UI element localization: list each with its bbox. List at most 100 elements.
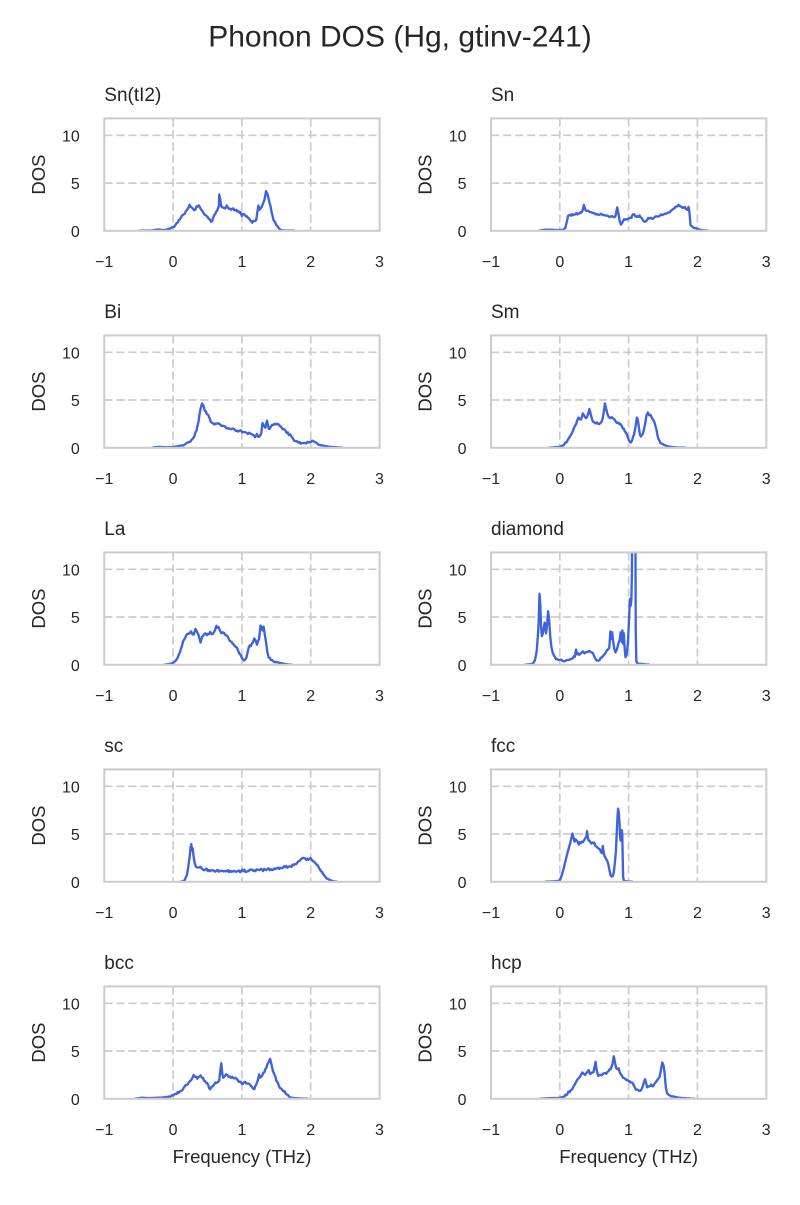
svg-text:DOS: DOS: [415, 589, 436, 629]
svg-text:DOS: DOS: [28, 1023, 49, 1063]
svg-text:0: 0: [458, 875, 467, 892]
svg-text:10: 10: [449, 779, 467, 796]
svg-text:10: 10: [449, 562, 467, 579]
svg-text:0: 0: [555, 1122, 564, 1139]
svg-text:2: 2: [693, 471, 702, 488]
svg-text:3: 3: [762, 254, 771, 271]
svg-text:5: 5: [458, 827, 467, 844]
svg-text:3: 3: [375, 254, 384, 271]
svg-text:2: 2: [693, 254, 702, 271]
svg-text:2: 2: [693, 1122, 702, 1139]
svg-text:−1: −1: [482, 905, 500, 922]
svg-text:3: 3: [762, 471, 771, 488]
svg-text:0: 0: [169, 905, 178, 922]
svg-text:5: 5: [71, 393, 80, 410]
svg-text:10: 10: [62, 562, 80, 579]
svg-text:0: 0: [169, 254, 178, 271]
svg-text:1: 1: [237, 471, 246, 488]
svg-text:3: 3: [762, 688, 771, 705]
svg-text:0: 0: [458, 658, 467, 675]
svg-text:3: 3: [375, 905, 384, 922]
svg-text:5: 5: [458, 610, 467, 627]
svg-text:0: 0: [555, 905, 564, 922]
svg-text:0: 0: [458, 1092, 467, 1109]
svg-text:1: 1: [237, 688, 246, 705]
svg-text:fcc: fcc: [491, 736, 515, 757]
svg-text:DOS: DOS: [415, 1023, 436, 1063]
svg-text:Frequency (THz): Frequency (THz): [559, 1146, 698, 1167]
svg-text:bcc: bcc: [104, 953, 134, 974]
svg-text:DOS: DOS: [415, 372, 436, 412]
svg-text:5: 5: [71, 610, 80, 627]
svg-text:10: 10: [449, 996, 467, 1013]
svg-text:−1: −1: [95, 471, 113, 488]
svg-text:10: 10: [449, 345, 467, 362]
svg-text:2: 2: [693, 688, 702, 705]
svg-text:0: 0: [555, 254, 564, 271]
svg-text:3: 3: [375, 688, 384, 705]
svg-text:5: 5: [71, 1044, 80, 1061]
svg-text:1: 1: [624, 471, 633, 488]
svg-text:1: 1: [624, 254, 633, 271]
svg-text:0: 0: [555, 688, 564, 705]
svg-text:5: 5: [71, 827, 80, 844]
svg-text:0: 0: [71, 224, 80, 241]
svg-text:0: 0: [71, 658, 80, 675]
svg-text:3: 3: [762, 1122, 771, 1139]
svg-text:DOS: DOS: [28, 155, 49, 195]
svg-text:Phonon DOS (Hg, gtinv-241): Phonon DOS (Hg, gtinv-241): [208, 20, 592, 53]
svg-text:0: 0: [458, 441, 467, 458]
svg-text:La: La: [104, 519, 126, 540]
svg-text:1: 1: [237, 254, 246, 271]
svg-text:Frequency (THz): Frequency (THz): [173, 1146, 312, 1167]
svg-text:5: 5: [458, 393, 467, 410]
svg-text:−1: −1: [482, 254, 500, 271]
svg-text:hcp: hcp: [491, 953, 522, 974]
svg-text:10: 10: [62, 779, 80, 796]
svg-text:5: 5: [458, 176, 467, 193]
svg-text:2: 2: [306, 471, 315, 488]
svg-text:−1: −1: [482, 1122, 500, 1139]
svg-text:5: 5: [71, 176, 80, 193]
svg-text:2: 2: [306, 254, 315, 271]
svg-text:0: 0: [169, 471, 178, 488]
svg-text:2: 2: [306, 1122, 315, 1139]
svg-text:5: 5: [458, 1044, 467, 1061]
svg-text:Sn: Sn: [491, 85, 514, 106]
svg-text:2: 2: [693, 905, 702, 922]
svg-text:Sm: Sm: [491, 302, 520, 323]
svg-text:2: 2: [306, 688, 315, 705]
svg-text:−1: −1: [482, 688, 500, 705]
svg-text:1: 1: [624, 1122, 633, 1139]
svg-text:1: 1: [624, 905, 633, 922]
svg-text:3: 3: [762, 905, 771, 922]
svg-text:10: 10: [449, 128, 467, 145]
svg-text:−1: −1: [95, 254, 113, 271]
svg-text:3: 3: [375, 1122, 384, 1139]
svg-text:10: 10: [62, 996, 80, 1013]
svg-text:0: 0: [71, 875, 80, 892]
svg-text:0: 0: [71, 1092, 80, 1109]
svg-text:10: 10: [62, 345, 80, 362]
svg-text:0: 0: [555, 471, 564, 488]
svg-text:2: 2: [306, 905, 315, 922]
svg-text:DOS: DOS: [415, 806, 436, 846]
svg-text:1: 1: [624, 688, 633, 705]
svg-text:3: 3: [375, 471, 384, 488]
svg-text:sc: sc: [104, 736, 123, 757]
svg-text:−1: −1: [95, 1122, 113, 1139]
svg-text:0: 0: [458, 224, 467, 241]
svg-text:−1: −1: [482, 471, 500, 488]
svg-text:DOS: DOS: [28, 806, 49, 846]
svg-text:1: 1: [237, 1122, 246, 1139]
svg-text:Sn(tI2): Sn(tI2): [104, 85, 161, 106]
svg-text:10: 10: [62, 128, 80, 145]
svg-text:DOS: DOS: [28, 372, 49, 412]
svg-text:−1: −1: [95, 905, 113, 922]
svg-text:1: 1: [237, 905, 246, 922]
svg-text:DOS: DOS: [415, 155, 436, 195]
svg-text:−1: −1: [95, 688, 113, 705]
svg-text:0: 0: [169, 1122, 178, 1139]
svg-text:diamond: diamond: [491, 519, 564, 540]
svg-text:0: 0: [169, 688, 178, 705]
